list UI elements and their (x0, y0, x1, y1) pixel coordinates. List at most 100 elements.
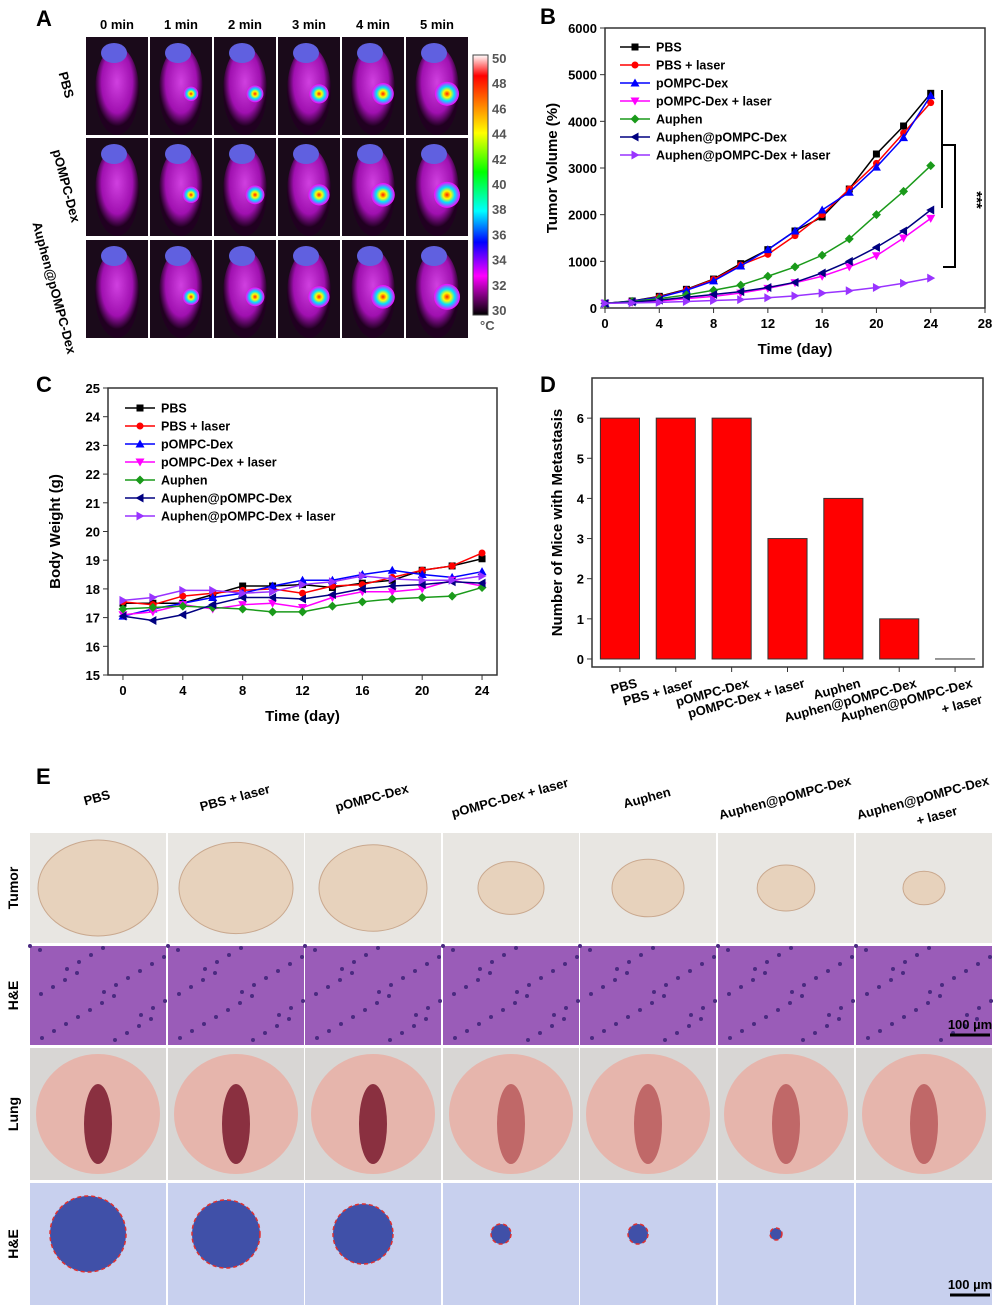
legend-label: pOMPC-Dex + laser (161, 456, 277, 470)
metastasis-nodule (490, 1223, 512, 1245)
legend-marker (631, 150, 640, 160)
data-point (845, 286, 854, 296)
tissue-image (30, 833, 166, 943)
nucleus (88, 1008, 92, 1012)
nucleus (800, 994, 804, 998)
mouse-head (165, 43, 191, 63)
y-tick-label: 16 (86, 639, 100, 654)
data-point (682, 296, 691, 306)
nucleus (765, 960, 769, 964)
nucleus (139, 1013, 143, 1017)
mouse-head (293, 43, 319, 63)
tissue-image (28, 944, 167, 1045)
data-point (417, 570, 427, 579)
row-label: H&E (5, 981, 21, 1011)
nucleus (301, 999, 305, 1003)
mouse-body (95, 46, 139, 135)
nucleus (728, 1036, 732, 1040)
bar (823, 497, 864, 660)
nucleus (975, 1017, 979, 1021)
mouse-head (101, 246, 127, 266)
tissue-image (580, 1183, 716, 1305)
nucleus (576, 999, 580, 1003)
nucleus (602, 1029, 606, 1033)
y-tick-label: 24 (86, 410, 101, 425)
nucleus (489, 1015, 493, 1019)
nucleus (525, 994, 529, 998)
tissue-image (30, 1183, 166, 1305)
data-point (681, 292, 690, 302)
y-tick-label: 15 (86, 668, 100, 683)
lung-lobe-center (84, 1084, 112, 1164)
thermal-image (214, 37, 276, 135)
data-point (871, 162, 881, 171)
nucleus (764, 1015, 768, 1019)
nucleus (476, 978, 480, 982)
nucleus (550, 1024, 554, 1028)
nucleus (562, 1017, 566, 1021)
nucleus (326, 985, 330, 989)
y-axis-label: Tumor Volume (%) (544, 103, 561, 233)
tumor-hotspot (246, 85, 264, 103)
x-tick-label: 20 (869, 316, 883, 331)
nucleus (851, 999, 855, 1003)
x-axis-label: Time (day) (265, 708, 340, 725)
nucleus (101, 946, 105, 950)
nucleus (927, 946, 931, 950)
nucleus (639, 953, 643, 957)
data-point (655, 297, 664, 307)
nucleus (303, 944, 307, 948)
nucleus (502, 953, 506, 957)
nucleus (866, 1036, 870, 1040)
data-point (447, 591, 457, 601)
nucleus (827, 1013, 831, 1017)
data-point (871, 252, 881, 261)
data-point (448, 562, 456, 570)
y-tick-label: 0 (577, 652, 584, 667)
image-background (856, 946, 992, 1045)
data-point (178, 610, 187, 620)
nucleus (240, 990, 244, 994)
image-background (580, 946, 716, 1045)
image-background (718, 946, 854, 1045)
nucleus (675, 1031, 679, 1035)
nucleus (488, 971, 492, 975)
tumor-specimen (318, 844, 428, 932)
tissue-image (854, 944, 993, 1045)
thermal-image (406, 138, 468, 236)
nucleus (752, 1022, 756, 1026)
data-point (628, 298, 637, 308)
nucleus (89, 953, 93, 957)
metastasis-bar-chart: 0 1 2 3 4 5 6 Number of Mice with Metastasis PBS… (549, 377, 984, 725)
time-label: 5 min (420, 17, 454, 32)
mouse-head (357, 144, 383, 164)
time-label: 4 min (356, 17, 390, 32)
mouse-head (101, 144, 127, 164)
data-point (817, 205, 827, 214)
colorbar-tick: 42 (492, 152, 506, 167)
nucleus (413, 969, 417, 973)
y-tick-label: 1 (577, 612, 584, 627)
image-background (856, 1183, 992, 1305)
mouse-head (165, 144, 191, 164)
nucleus (763, 971, 767, 975)
nucleus (700, 962, 704, 966)
y-tick-label: 6 (577, 411, 584, 426)
metastasis-nodule (332, 1203, 394, 1265)
colorbar-tick: 36 (492, 227, 506, 242)
lung-lobe-center (910, 1084, 938, 1164)
nucleus (201, 978, 205, 982)
tissue-image (303, 944, 442, 1045)
nucleus (889, 978, 893, 982)
nucleus (802, 983, 806, 987)
thermal-image (214, 138, 276, 236)
nucleus (988, 955, 992, 959)
tissue-image (168, 1048, 304, 1180)
tissue-image-panel: PBS PBS + laser pOMPC-Dex pOMPC-Dex + laser… (5, 773, 993, 1305)
data-point (899, 133, 909, 142)
nucleus (77, 960, 81, 964)
nucleus (513, 1001, 517, 1005)
time-label: 3 min (292, 17, 326, 32)
nucleus (713, 999, 717, 1003)
nucleus (376, 946, 380, 950)
